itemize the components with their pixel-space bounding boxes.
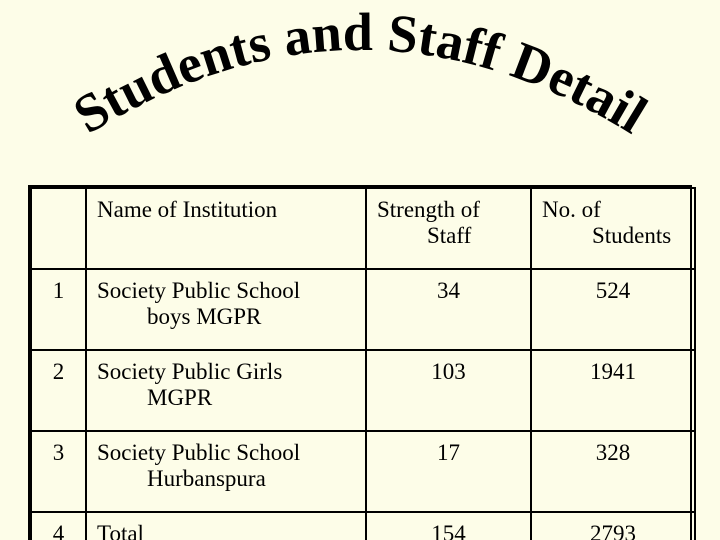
institution-name: Society Public GirlsMGPR [86, 350, 366, 431]
slide-title-arc: Students and Staff Detail [0, 0, 720, 180]
student-count: 328 [531, 431, 695, 512]
institution-name: Society Public Schoolboys MGPR [86, 269, 366, 350]
staff-count: 34 [366, 269, 531, 350]
table-row: 1Society Public Schoolboys MGPR34524 [31, 269, 695, 350]
staff-count: 103 [366, 350, 531, 431]
col-index-header [31, 188, 86, 269]
staff-count: 17 [366, 431, 531, 512]
table-row: 2Society Public GirlsMGPR1031941 [31, 350, 695, 431]
student-count: 2793 [531, 512, 695, 540]
staff-count: 154 [366, 512, 531, 540]
row-index: 4 [31, 512, 86, 540]
col-name-header: Name of Institution [86, 188, 366, 269]
table-header-row: Name of Institution Strength ofStaff No.… [31, 188, 695, 269]
institution-name: Total [86, 512, 366, 540]
student-count: 524 [531, 269, 695, 350]
svg-text:Students and Staff Detail: Students and Staff Detail [63, 2, 657, 145]
col-students-header: No. ofStudents [531, 188, 695, 269]
table-row: 3Society Public SchoolHurbanspura17328 [31, 431, 695, 512]
student-count: 1941 [531, 350, 695, 431]
table-row: 4Total1542793 [31, 512, 695, 540]
col-staff-header: Strength ofStaff [366, 188, 531, 269]
institution-name: Society Public SchoolHurbanspura [86, 431, 366, 512]
row-index: 3 [31, 431, 86, 512]
slide-title: Students and Staff Detail [63, 2, 657, 145]
row-index: 1 [31, 269, 86, 350]
row-index: 2 [31, 350, 86, 431]
detail-table: Name of Institution Strength ofStaff No.… [28, 185, 692, 540]
